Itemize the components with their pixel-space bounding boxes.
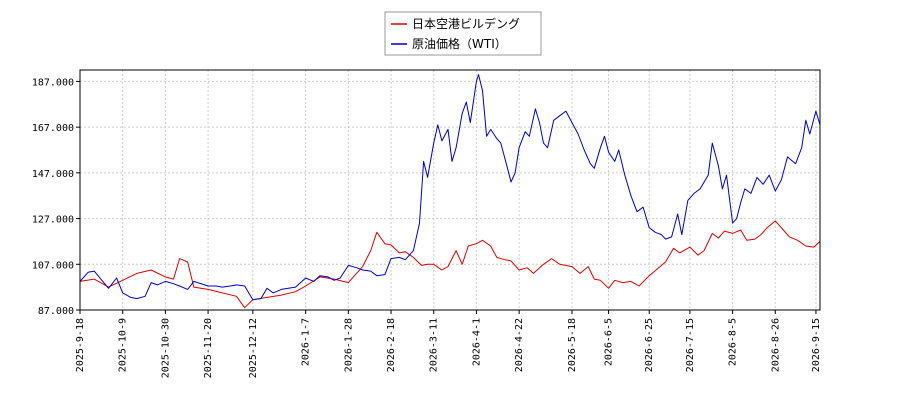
x-tick-label: 2025-9-18 [75, 318, 86, 372]
y-tick-label: 107.000 [32, 260, 74, 271]
x-tick-label: 2026-8-26 [770, 318, 781, 372]
x-tick-label: 2026-7-15 [685, 318, 696, 372]
plot-lines [80, 74, 820, 309]
y-tick-label: 87.000 [38, 306, 74, 317]
series-line-1 [80, 74, 820, 301]
y-tick-label: 127.000 [32, 215, 74, 226]
x-tick-label: 2026-8-5 [728, 318, 739, 366]
legend: 日本空港ビルデング 原油価格（WTI） [384, 11, 542, 56]
grid [79, 70, 820, 311]
series-line-0 [80, 220, 820, 309]
x-tick-label: 2025-12-12 [248, 318, 259, 378]
x-tick-label: 2025-10-9 [118, 318, 129, 372]
x-tick-label: 2026-4-1 [471, 318, 482, 366]
x-tick-label: 2026-6-5 [604, 318, 615, 366]
x-tick-label: 2026-5-18 [567, 318, 578, 372]
x-tick-label: 2026-9-15 [811, 318, 822, 372]
x-tick-label: 2026-2-18 [386, 318, 397, 372]
x-tick-label: 2026-1-28 [343, 318, 354, 372]
y-tick-label: 187.000 [32, 77, 74, 88]
x-tick-label: 2026-1-7 [301, 318, 312, 366]
x-tick-label: 2025-11-20 [203, 318, 214, 378]
x-tick-label: 2026-3-11 [429, 318, 440, 372]
y-tick-label: 147.000 [32, 169, 74, 180]
legend-label-1: 原油価格（WTI） [412, 36, 507, 51]
y-tick-label: 167.000 [32, 123, 74, 134]
plot-frame [79, 69, 821, 311]
x-tick-label: 2025-10-30 [160, 318, 171, 378]
x-tick-label: 2026-4-22 [514, 318, 525, 372]
x-tick-label: 2026-6-25 [644, 318, 655, 372]
legend-box [384, 11, 542, 56]
legend-label-0: 日本空港ビルデング [412, 16, 520, 31]
x-axis: 2025-9-18 2025-10-9 2025-10-30 2025-11-20 20… [75, 310, 822, 378]
y-axis: 87.000 107.000 127.000 147.000 167.000 187.00… [32, 77, 80, 317]
